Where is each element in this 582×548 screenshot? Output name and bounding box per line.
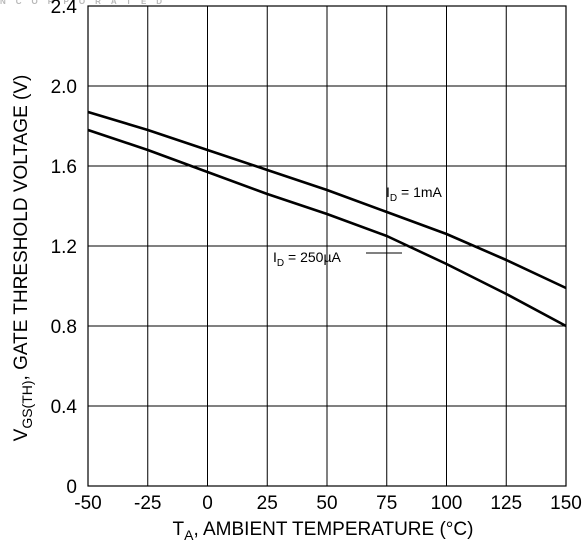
x-tick-label: 125	[490, 493, 522, 514]
x-tick-label: 25	[257, 493, 278, 514]
y-tick-label: 0.8	[51, 317, 77, 338]
x-tick-label: 0	[202, 493, 213, 514]
y-axis-title: VGS(TH), GATE THRESHOLD VOLTAGE (V)	[11, 75, 35, 442]
annotation-rest: = 250µA	[284, 249, 341, 265]
y-tick-label: 0	[66, 477, 77, 498]
x-tick-label: 150	[550, 493, 582, 514]
x-axis-title: TA, AMBIENT TEMPERATURE (°C)	[173, 519, 474, 543]
annotation-main: I	[273, 249, 277, 265]
y-tick-label: 2.0	[51, 77, 77, 98]
x-tick-label: 50	[316, 493, 337, 514]
x-tick-label: -50	[74, 493, 101, 514]
annotation-1mA: ID = 1mA	[386, 184, 443, 204]
annotation-main: I	[386, 184, 390, 200]
x-tick-label: -25	[134, 493, 161, 514]
y-tick-label: 2.4	[51, 0, 78, 18]
x-tick-label: 100	[431, 493, 463, 514]
y-tick-label: 1.2	[51, 237, 77, 258]
grid	[87, 5, 567, 487]
y-axis-title-rest: , GATE THRESHOLD VOLTAGE (V)	[11, 75, 32, 381]
annotation-rest: = 1mA	[397, 184, 442, 200]
x-axis-title-rest: , AMBIENT TEMPERATURE (°C)	[193, 519, 473, 540]
y-tick-label: 1.6	[51, 157, 77, 178]
y-tick-labels: 0 0.4 0.8 1.2 1.6 2.0 2.4	[51, 0, 78, 498]
x-axis-title-main: T	[173, 519, 185, 540]
y-axis-title-sub: GS(TH)	[19, 380, 35, 428]
series-lines	[87, 110, 567, 328]
x-tick-label: 75	[376, 493, 397, 514]
annotation-250uA: ID = 250µA	[273, 249, 342, 269]
annotation-sub: D	[277, 258, 284, 269]
x-axis-title-sub: A	[184, 527, 194, 543]
x-tick-labels: -50 -25 0 25 50 75 100 125 150	[74, 493, 582, 514]
header-strip: NCORPORATED	[0, 0, 173, 6]
plot-frame	[87, 5, 567, 487]
y-axis-title-main: V	[11, 428, 32, 441]
annotation-sub: D	[390, 193, 397, 204]
y-tick-label: 0.4	[51, 397, 78, 418]
